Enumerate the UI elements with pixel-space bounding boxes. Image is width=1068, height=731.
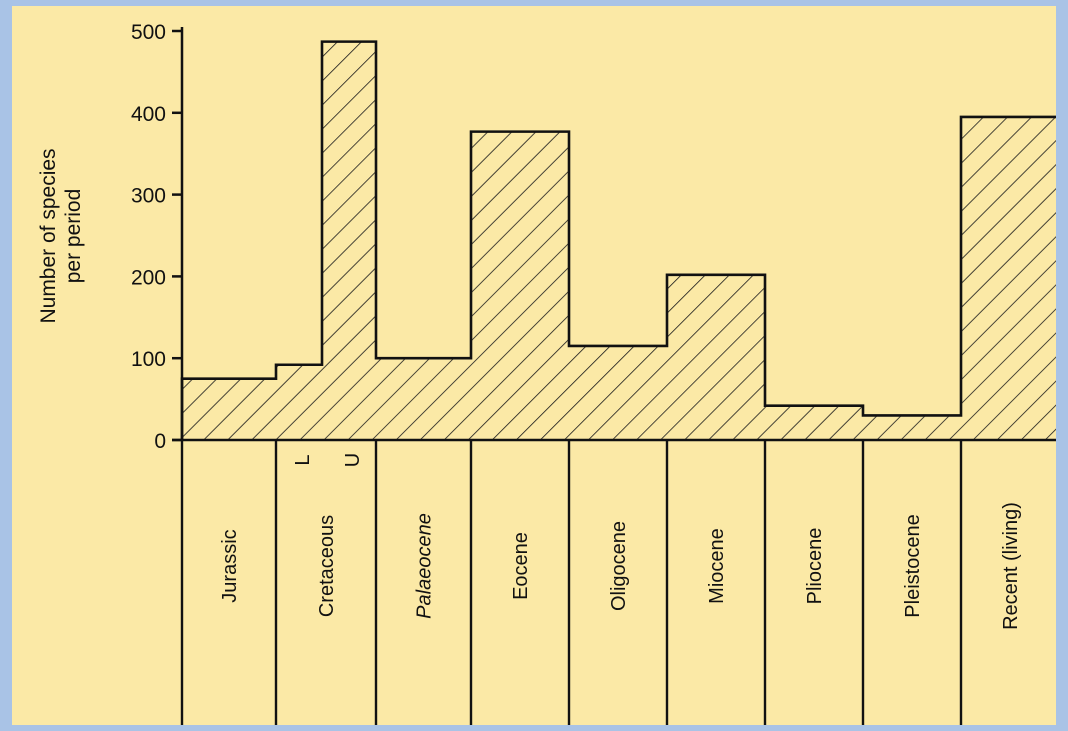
histogram-outline [180, 40, 1056, 440]
period-label: Oligocene [608, 521, 630, 611]
y-axis-title-line: per period [62, 189, 85, 284]
period-label: Pliocene [804, 528, 826, 605]
period-label: Palaeocene [414, 513, 436, 619]
subdivision-label: U [342, 453, 364, 467]
period-label: Jurassic [219, 529, 241, 602]
period-label: Cretaceous [316, 515, 338, 617]
subdivision-label: L [292, 454, 314, 465]
bar-8 [765, 405, 863, 440]
chart-frame: Number of species per period 0 100 200 300 40… [12, 6, 1056, 725]
y-axis-title-line: Number of species [37, 148, 60, 323]
bar-7 [667, 274, 765, 440]
period-table: Jurassic Cretaceous Palaeocene Eocene Oligoc… [180, 440, 1022, 725]
bar-10 [961, 116, 1056, 440]
bar-5 [471, 131, 569, 440]
period-label: Pleistocene [902, 514, 924, 617]
period-label: Miocene [706, 528, 728, 604]
bar-3 [322, 41, 376, 440]
y-tick-label: 0 [154, 430, 166, 453]
bars [172, 40, 1056, 442]
bar-1 [182, 378, 276, 440]
period-label: Recent (living) [1000, 502, 1022, 630]
y-tick-label: 100 [131, 348, 166, 371]
species-per-period-chart: Number of species per period 0 100 200 300 40… [37, 21, 1056, 725]
period-label: Eocene [510, 532, 532, 600]
y-tick-label: 400 [131, 103, 166, 126]
y-tick-label: 500 [131, 21, 166, 44]
bar-2 [276, 364, 322, 440]
bar-9 [863, 415, 961, 440]
y-tick-label: 300 [131, 185, 166, 208]
y-axis: 0 100 200 300 400 500 [131, 21, 184, 453]
y-tick-label: 200 [131, 266, 166, 289]
bar-4 [376, 358, 471, 440]
bar-6 [569, 345, 667, 440]
y-axis-title: Number of species per period [37, 148, 85, 323]
